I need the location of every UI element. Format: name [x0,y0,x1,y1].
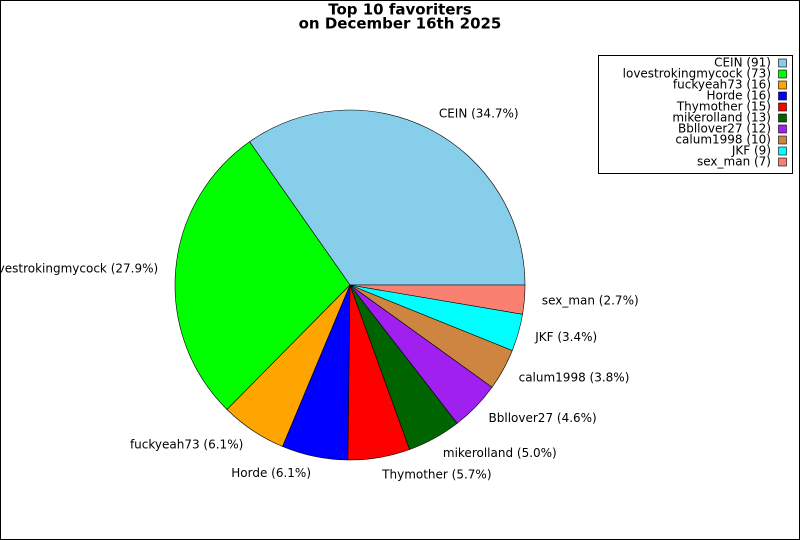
slice-label: sex_man (2.7%) [542,294,639,308]
legend-label: CEIN (91) [714,56,771,70]
slice-label: JKF (3.4%) [534,330,597,344]
legend-label: calum1998 (10) [675,133,771,147]
legend-swatch [778,91,787,101]
slice-label: Horde (6.1%) [231,466,311,480]
legend-label: sex_man (7) [697,155,771,169]
pie-slice [349,284,526,315]
legend-swatch [778,80,787,90]
legend-swatch [778,58,787,68]
legend-swatch [778,135,787,145]
legend-swatch [778,157,787,167]
slice-label: CEIN (34.7%) [439,107,519,121]
legend-swatch [778,69,787,79]
legend-box [598,55,793,174]
legend-label: Thymother (15) [676,100,771,114]
legend-label: Horde (16) [706,89,771,103]
slice-label: calum1998 (3.8%) [519,370,630,384]
slice-label: lovestrokingmycock (27.9%) [0,261,158,275]
legend-label: JKF (9) [731,144,771,158]
pie-slice [249,109,526,286]
pie-slice [174,141,351,410]
legend-label: mikerolland (13) [672,111,771,125]
legend-swatch [778,124,787,134]
slice-label: Bbllover27 (4.6%) [489,411,597,425]
legend-label: lovestrokingmycock (73) [623,67,771,81]
legend-swatch [778,113,787,123]
slice-label: mikerolland (5.0%) [443,446,557,460]
legend-swatch [778,102,787,112]
legend-swatch [778,146,787,156]
chart-subtitle: on December 16th 2025 [299,15,502,33]
legend-label: Bbllover27 (12) [678,122,771,136]
slice-label: fuckyeah73 (6.1%) [130,438,243,452]
slice-label: Thymother (5.7%) [381,467,491,481]
chart-title: Top 10 favoriters [328,1,472,19]
legend-label: fuckyeah73 (16) [673,78,771,92]
